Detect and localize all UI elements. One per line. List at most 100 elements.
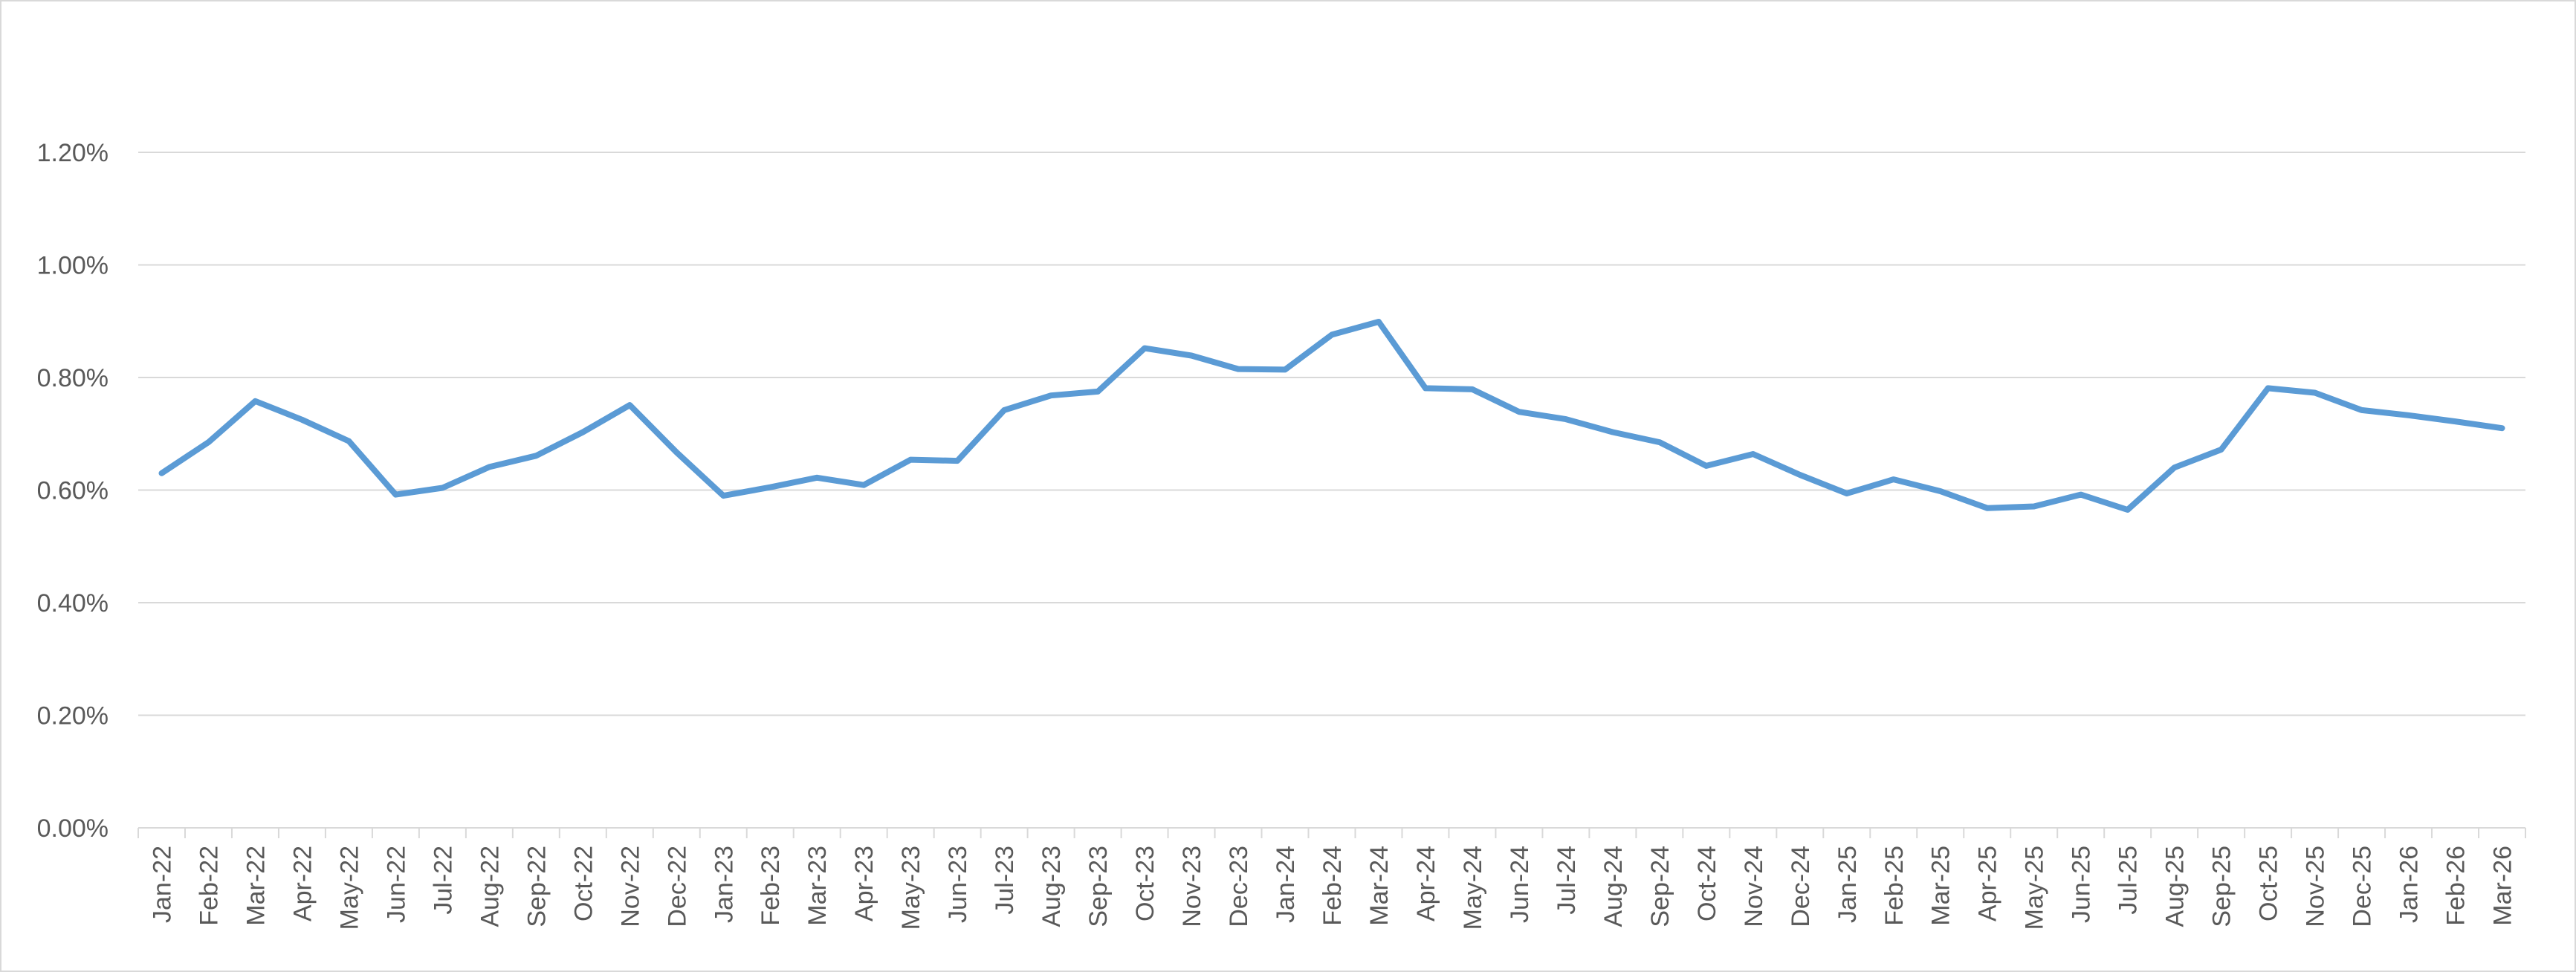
x-tick-label: Jun-25 xyxy=(2068,846,2096,923)
data-point xyxy=(627,402,632,408)
x-tick-label: Dec-25 xyxy=(2349,846,2377,927)
data-point xyxy=(720,493,726,499)
data-point xyxy=(533,453,539,459)
x-tick-label: Feb-23 xyxy=(757,846,785,926)
data-point xyxy=(205,439,211,445)
data-point xyxy=(1891,476,1897,482)
y-tick-label: 1.00% xyxy=(37,252,109,280)
data-point xyxy=(767,485,773,490)
x-tick-label: Jan-25 xyxy=(1834,846,1862,923)
data-point xyxy=(1282,366,1288,372)
x-tick-label: Sep-24 xyxy=(1646,846,1674,927)
data-point xyxy=(1657,439,1663,445)
x-tick-label: Mar-24 xyxy=(1365,846,1394,926)
x-tick-label: Apr-25 xyxy=(1974,846,2002,921)
data-point xyxy=(1142,346,1148,351)
data-point xyxy=(907,457,913,463)
data-point xyxy=(2265,385,2271,391)
x-tick-label: Nov-23 xyxy=(1178,846,1206,927)
data-point xyxy=(1235,366,1241,372)
x-tick-label: May-24 xyxy=(1459,846,1487,930)
x-tick-label: Jan-24 xyxy=(1272,846,1300,923)
data-point xyxy=(2219,447,2224,453)
data-point xyxy=(252,398,258,404)
data-point xyxy=(1048,392,1054,398)
data-point xyxy=(346,438,352,444)
y-tick-label: 0.40% xyxy=(37,589,109,618)
x-tick-label: Aug-22 xyxy=(476,846,504,927)
x-tick-label: Aug-24 xyxy=(1599,846,1628,927)
x-tick-label: Jun-24 xyxy=(1506,846,1534,923)
data-point xyxy=(1938,488,1944,494)
gridlines xyxy=(138,152,2525,716)
data-point xyxy=(1329,331,1335,337)
x-tick-label: Mar-23 xyxy=(803,846,832,926)
y-tick-label: 1.20% xyxy=(37,139,109,167)
x-tick-label: May-25 xyxy=(2021,846,2049,930)
x-tick-label: Apr-23 xyxy=(850,846,878,921)
x-tick-label: Sep-22 xyxy=(522,846,551,927)
data-point xyxy=(1984,505,1990,511)
data-point xyxy=(1844,490,1850,496)
x-tick-label: May-22 xyxy=(335,846,363,930)
x-tick-label: Jun-22 xyxy=(382,846,410,923)
x-tick-label: Dec-24 xyxy=(1787,846,1815,927)
data-point xyxy=(580,429,586,435)
series-layer xyxy=(158,319,2505,513)
x-tick-label: Aug-25 xyxy=(2161,846,2190,927)
x-tick-label: Oct-22 xyxy=(569,846,598,921)
x-tick-label: Nov-25 xyxy=(2302,846,2330,927)
data-point xyxy=(2312,389,2318,395)
x-tick-label: Jun-23 xyxy=(944,846,972,923)
x-tick-label: Aug-23 xyxy=(1038,846,1066,927)
x-tick-label: May-23 xyxy=(897,846,925,930)
data-point xyxy=(1610,429,1616,435)
data-point xyxy=(1423,385,1428,391)
x-tick-label: Jul-22 xyxy=(429,846,457,915)
x-tick-label: Sep-25 xyxy=(2208,846,2236,927)
x-tick-label: Jul-24 xyxy=(1553,846,1581,915)
data-point xyxy=(2078,492,2084,498)
x-axis xyxy=(137,827,2526,838)
x-tick-label: Apr-24 xyxy=(1412,846,1440,921)
data-point xyxy=(1750,451,1756,457)
data-point xyxy=(2172,464,2178,470)
data-point xyxy=(2031,503,2037,509)
x-tick-label: Oct-23 xyxy=(1131,846,1159,921)
data-point xyxy=(673,450,679,456)
x-tick-label: Nov-24 xyxy=(1740,846,1768,927)
data-point xyxy=(2125,507,2131,513)
data-point xyxy=(954,458,960,464)
data-point xyxy=(1188,352,1194,358)
data-point xyxy=(392,492,398,498)
x-tick-label: Jan-23 xyxy=(710,846,738,923)
data-point xyxy=(439,485,445,490)
data-point xyxy=(1516,409,1522,415)
data-point xyxy=(2406,412,2412,418)
data-point xyxy=(861,482,867,488)
series-line xyxy=(158,319,2505,513)
x-tick-label: Feb-24 xyxy=(1318,846,1347,926)
x-tick-label: Jul-25 xyxy=(2114,846,2143,915)
x-tick-label: Oct-24 xyxy=(1693,846,1721,921)
x-tick-label: Feb-22 xyxy=(195,846,223,926)
data-point xyxy=(2499,425,2505,431)
data-point xyxy=(2359,407,2365,413)
data-point xyxy=(1469,386,1475,392)
data-point xyxy=(299,417,305,423)
x-tick-label: Dec-23 xyxy=(1225,846,1253,927)
data-point xyxy=(1376,319,1382,325)
y-tick-label: 0.80% xyxy=(37,364,109,392)
data-point xyxy=(2453,418,2459,424)
data-point xyxy=(486,464,492,470)
x-tick-label: Oct-25 xyxy=(2255,846,2283,921)
x-axis-tick-labels: Jan-22 Feb-22 Mar-22 Apr-22 May-22 Jun-22 Jul-… xyxy=(148,846,2517,930)
x-tick-label: Mar-26 xyxy=(2489,846,2517,926)
y-tick-label: 0.20% xyxy=(37,702,109,730)
data-point xyxy=(1095,389,1101,395)
x-tick-label: Feb-26 xyxy=(2442,846,2470,926)
x-tick-label: Mar-22 xyxy=(242,846,270,926)
data-point xyxy=(1703,463,1709,469)
